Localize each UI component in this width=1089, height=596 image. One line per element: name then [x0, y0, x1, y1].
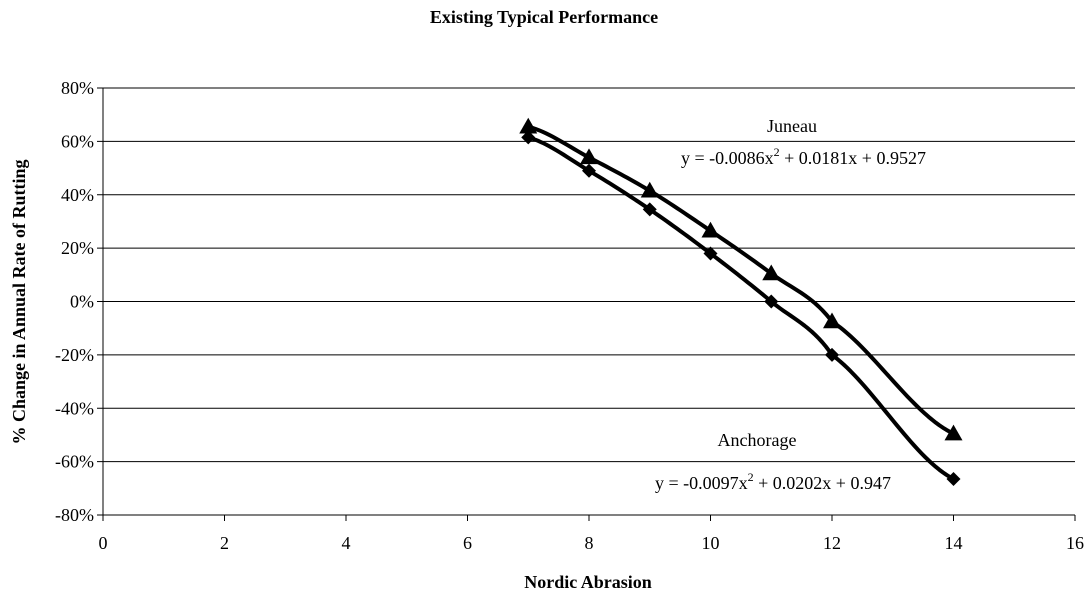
- data-point-anchorage: [825, 347, 839, 362]
- data-point-anchorage: [521, 130, 536, 145]
- y-tick-label: 60%: [61, 131, 94, 151]
- chart-title: Existing Typical Performance: [430, 7, 658, 27]
- y-tick-label: -80%: [55, 505, 94, 525]
- data-point-juneau: [823, 312, 841, 329]
- x-tick-label: 16: [1066, 533, 1084, 553]
- x-tick-label: 0: [99, 533, 108, 553]
- y-tick-label: -40%: [55, 398, 94, 418]
- y-axis-ticks: 80% 60% 40% 20% 0% -20% -40% -60% -80%: [55, 78, 103, 525]
- y-tick-label: -20%: [55, 345, 94, 365]
- data-point-juneau: [519, 117, 538, 134]
- data-point-anchorage: [582, 163, 596, 178]
- x-tick-label: 8: [585, 533, 594, 553]
- data-point-anchorage: [703, 246, 718, 261]
- y-tick-label: 40%: [61, 185, 94, 205]
- trendline-equation-juneau: y = -0.0086x2 + 0.0181x + 0.9527: [681, 145, 926, 168]
- gridlines: [103, 87, 1075, 463]
- y-tick-label: 0%: [70, 292, 94, 312]
- data-point-juneau: [701, 221, 720, 238]
- x-tick-label: 12: [823, 533, 841, 553]
- data-point-juneau: [762, 264, 781, 281]
- data-point-anchorage: [764, 294, 779, 309]
- series-layer: [519, 117, 963, 486]
- series-label-juneau: Juneau: [767, 116, 817, 136]
- x-axis-ticks: 0 2 4 6 8 10 12 14 16: [99, 515, 1084, 553]
- y-tick-label: 80%: [61, 78, 94, 98]
- x-tick-label: 14: [945, 533, 963, 553]
- x-tick-label: 6: [463, 533, 472, 553]
- y-tick-label: -60%: [55, 452, 94, 472]
- data-point-anchorage: [946, 471, 961, 486]
- data-point-anchorage: [642, 202, 657, 217]
- y-tick-label: 20%: [61, 238, 94, 258]
- data-point-juneau: [640, 181, 659, 198]
- x-tick-label: 10: [702, 533, 720, 553]
- trendline-equation-anchorage: y = -0.0097x2 + 0.0202x + 0.947: [655, 470, 891, 493]
- series-label-anchorage: Anchorage: [718, 430, 797, 450]
- x-tick-label: 4: [342, 533, 351, 553]
- y-axis-title: % Change in Annual Rate of Rutting: [9, 159, 29, 444]
- data-point-juneau: [580, 148, 598, 165]
- series-line-anchorage: [527, 135, 955, 481]
- x-axis-title: Nordic Abrasion: [524, 572, 652, 592]
- series-line-juneau: [527, 124, 955, 436]
- data-point-juneau: [944, 424, 963, 441]
- x-tick-label: 2: [220, 533, 229, 553]
